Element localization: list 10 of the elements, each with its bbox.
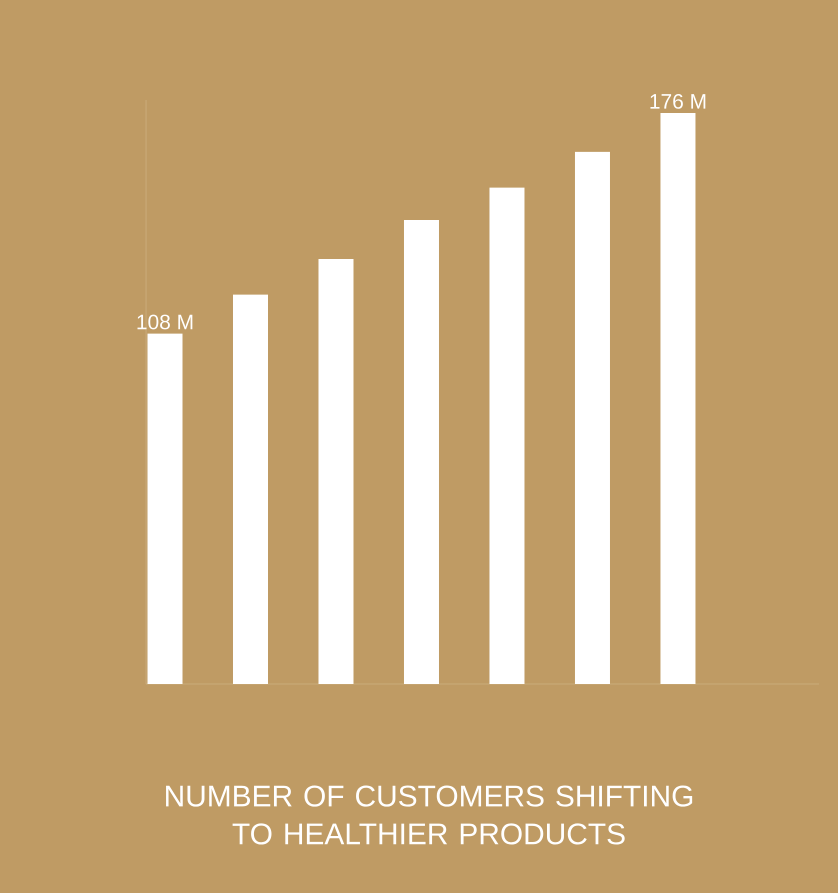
bar — [148, 334, 182, 684]
data-label: 108 M — [138, 314, 192, 330]
text: NUMBER OF CUSTOMERS SHIFTING TO HEALTHIER PRODUCTS — [166, 785, 692, 845]
bar — [660, 112, 696, 684]
bar — [574, 152, 610, 684]
bar — [404, 220, 439, 684]
bar — [489, 188, 524, 684]
data-label: 176 M — [650, 94, 706, 109]
bar — [232, 294, 268, 684]
bar — [318, 258, 354, 684]
